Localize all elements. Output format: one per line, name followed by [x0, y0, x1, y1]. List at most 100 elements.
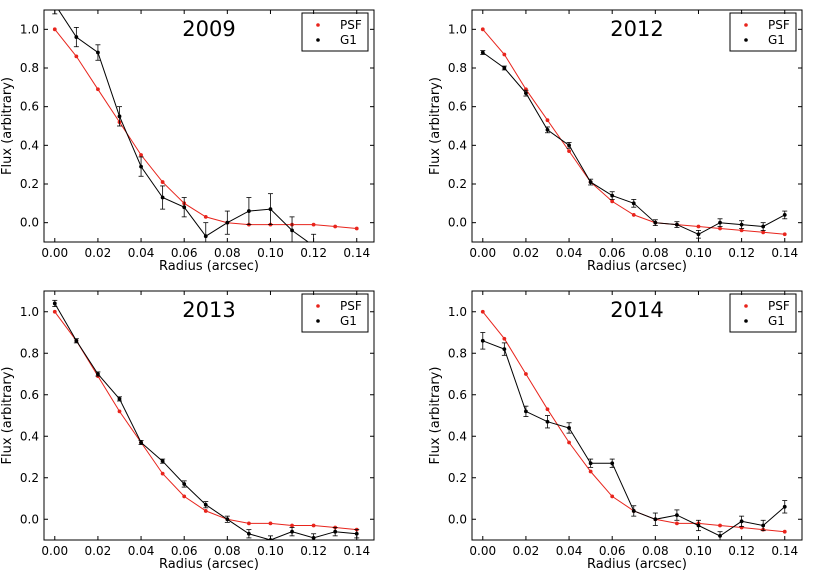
- x-tick-label: 0.04: [128, 246, 155, 260]
- y-tick-label: 0.0: [20, 512, 39, 526]
- legend-label-g1: G1: [768, 314, 785, 328]
- data-point-g1: [782, 213, 787, 217]
- data-point-g1: [53, 2, 57, 6]
- legend-box: [301, 293, 369, 333]
- y-tick-label: 0.6: [20, 100, 39, 114]
- panel-title: 2013: [182, 298, 235, 322]
- data-point-psf: [268, 521, 273, 526]
- x-tick-label: 0.08: [214, 246, 241, 260]
- data-point-g1: [782, 504, 787, 509]
- data-point-g1: [567, 143, 571, 148]
- data-point-psf: [333, 224, 338, 229]
- x-tick-label: 0.10: [257, 544, 284, 558]
- x-tick-label: 0.02: [513, 246, 540, 260]
- legend-marker-psf: [316, 23, 320, 27]
- y-axis-label: Flux (arbitrary): [428, 77, 443, 175]
- data-point-psf: [480, 309, 485, 314]
- data-point-g1: [610, 193, 615, 198]
- data-point-psf: [52, 309, 57, 314]
- data-point-psf: [502, 336, 507, 341]
- y-tick-label: 0.2: [20, 177, 39, 191]
- legend-marker-g1: [744, 38, 748, 42]
- data-point-psf: [610, 494, 615, 499]
- legend-label-psf: PSF: [768, 299, 790, 313]
- x-tick-label: 0.10: [257, 246, 284, 260]
- x-tick-label: 0.10: [685, 246, 712, 260]
- data-point-psf: [545, 407, 550, 412]
- data-point-g1: [268, 207, 273, 212]
- data-point-psf: [203, 509, 208, 513]
- x-tick-label: 0.06: [171, 544, 198, 558]
- data-point-g1: [290, 228, 294, 233]
- data-point-g1: [502, 347, 507, 351]
- data-point-psf: [247, 521, 251, 526]
- data-point-g1: [182, 205, 187, 210]
- plot-frame: [471, 290, 803, 541]
- data-point-g1: [96, 50, 100, 55]
- data-point-g1: [588, 461, 593, 466]
- data-point-g1: [696, 523, 701, 528]
- data-point-g1: [761, 523, 766, 528]
- x-tick-label: 0.12: [728, 246, 755, 260]
- data-point-g1: [588, 180, 593, 184]
- data-point-g1: [225, 220, 230, 225]
- y-tick-label: 1.0: [448, 305, 467, 319]
- y-tick-label: 0.4: [20, 429, 39, 443]
- y-tick-label: 0.0: [448, 216, 467, 230]
- x-tick-label: 0.02: [85, 544, 112, 558]
- x-tick-label: 0.14: [343, 246, 370, 260]
- data-point-g1: [653, 220, 658, 225]
- data-point-g1: [567, 426, 571, 430]
- data-point-g1: [675, 222, 679, 227]
- data-point-g1: [160, 459, 165, 464]
- x-tick-label: 0.02: [85, 246, 112, 260]
- data-point-psf: [567, 440, 571, 445]
- y-tick-label: 0.4: [20, 138, 39, 152]
- legend-label-psf: PSF: [768, 18, 790, 32]
- data-point-g1: [631, 201, 636, 206]
- x-tick-label: 0.04: [556, 246, 583, 260]
- legend-label-g1: G1: [340, 33, 357, 47]
- x-tick-label: 0.12: [728, 544, 755, 558]
- y-tick-label: 0.8: [448, 61, 467, 75]
- data-point-psf: [160, 180, 165, 184]
- x-tick-label: 0.06: [171, 246, 198, 260]
- plot-frame: [471, 9, 803, 243]
- data-point-g1: [74, 35, 79, 39]
- legend-marker-psf: [744, 304, 748, 308]
- plot-area: [480, 27, 788, 239]
- data-point-psf: [610, 199, 615, 204]
- data-point-psf: [96, 87, 100, 92]
- data-point-g1: [247, 531, 251, 536]
- x-tick-label: 0.00: [41, 246, 68, 260]
- data-point-g1: [225, 517, 230, 522]
- data-point-g1: [524, 409, 528, 414]
- y-tick-label: 0.8: [20, 346, 39, 360]
- x-tick-label: 0.08: [214, 544, 241, 558]
- y-tick-label: 1.0: [448, 22, 467, 36]
- y-tick-label: 0.4: [448, 429, 467, 443]
- data-point-g1: [74, 338, 79, 343]
- data-point-psf: [675, 521, 679, 526]
- panel-2009: 2009 Radius (arcsec) Flux (arbitrary) PS…: [0, 2, 375, 274]
- legend-marker-psf: [744, 23, 748, 27]
- data-point-g1: [675, 513, 679, 517]
- series-line-psf: [54, 311, 357, 531]
- data-point-psf: [203, 214, 208, 219]
- data-point-psf: [117, 409, 122, 414]
- data-point-g1: [480, 338, 485, 343]
- x-tick-label: 0.04: [128, 544, 155, 558]
- series-line-psf: [482, 311, 785, 533]
- legend-box: [729, 293, 797, 333]
- legend-marker-g1: [744, 319, 748, 323]
- legend-box: [301, 12, 369, 52]
- y-axis-label: Flux (arbitrary): [0, 367, 15, 465]
- data-point-g1: [247, 209, 251, 213]
- legend-label-psf: PSF: [340, 299, 362, 313]
- x-axis-label: Radius (arcsec): [587, 557, 687, 572]
- x-axis-label: Radius (arcsec): [159, 259, 259, 274]
- data-point-psf: [761, 230, 766, 235]
- x-tick-label: 0.10: [685, 544, 712, 558]
- data-point-psf: [782, 232, 787, 237]
- x-tick-label: 0.06: [599, 544, 626, 558]
